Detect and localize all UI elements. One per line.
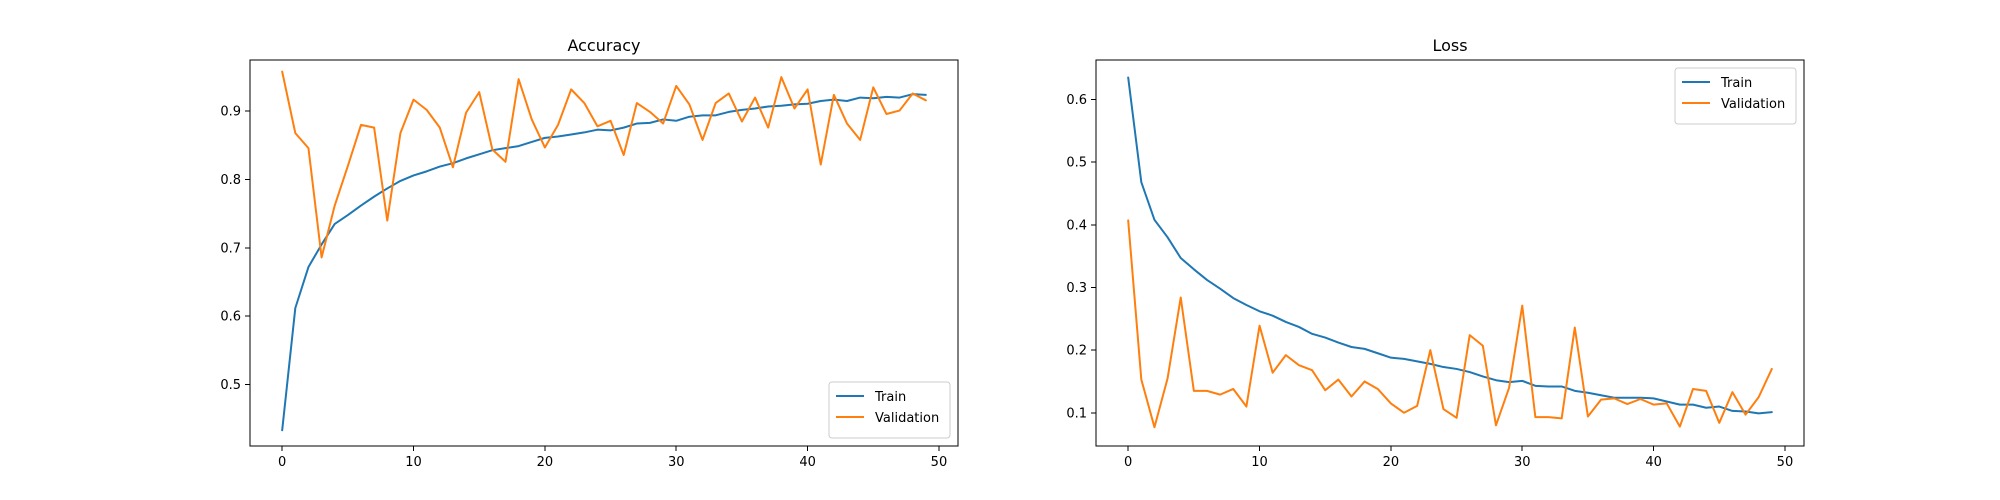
accuracy-y-tick-label: 0.8 — [220, 173, 241, 188]
loss-axes-frame — [1095, 59, 1805, 447]
accuracy-x-tick-label: 10 — [405, 455, 422, 470]
loss-legend: Train Validation — [1674, 67, 1797, 125]
accuracy-validation-line — [281, 70, 927, 259]
accuracy-legend: Train Validation — [828, 381, 951, 439]
loss-x-tick-label: 0 — [1124, 455, 1132, 470]
accuracy-legend-label-validation: Validation — [875, 411, 939, 426]
accuracy-train-line — [281, 93, 927, 432]
loss-validation-line — [1127, 219, 1773, 429]
accuracy-y-tick-label: 0.5 — [220, 378, 241, 393]
accuracy-y-axis: 0.5 0.6 0.7 0.8 0.9 — [220, 105, 250, 393]
loss-y-tick-label: 0.6 — [1066, 93, 1087, 108]
loss-y-axis: 0.1 0.2 0.3 0.4 0.5 0.6 — [1066, 93, 1096, 421]
loss-legend-label-train: Train — [1720, 76, 1752, 91]
accuracy-x-axis: 0 10 20 30 40 50 — [278, 446, 947, 470]
loss-x-tick-label: 20 — [1383, 455, 1400, 470]
loss-chart-title: Loss — [1432, 36, 1467, 55]
accuracy-legend-label-train: Train — [874, 390, 906, 405]
accuracy-x-tick-label: 20 — [537, 455, 554, 470]
loss-train-line — [1127, 76, 1773, 415]
loss-x-tick-label: 40 — [1645, 455, 1662, 470]
loss-x-axis: 0 10 20 30 40 50 — [1124, 446, 1793, 470]
accuracy-plot-area — [281, 70, 927, 432]
loss-plot-area — [1127, 76, 1773, 429]
loss-chart: 0 10 20 30 40 50 0.1 0.2 0.3 0.4 0.5 0.6 Loss Trai… — [1066, 36, 1805, 470]
loss-y-tick-label: 0.2 — [1066, 344, 1087, 359]
loss-y-tick-label: 0.3 — [1066, 281, 1087, 296]
loss-y-tick-label: 0.4 — [1066, 218, 1087, 233]
accuracy-axes-frame — [249, 59, 959, 447]
loss-y-tick-label: 0.5 — [1066, 156, 1087, 171]
accuracy-chart: 0 10 20 30 40 50 0.5 0.6 0.7 0.8 0.9 Accuracy Tra… — [220, 36, 959, 470]
loss-x-tick-label: 50 — [1777, 455, 1794, 470]
accuracy-y-tick-label: 0.7 — [220, 241, 241, 256]
loss-legend-label-validation: Validation — [1721, 97, 1785, 112]
loss-x-tick-label: 10 — [1251, 455, 1268, 470]
accuracy-y-tick-label: 0.6 — [220, 310, 241, 325]
accuracy-y-tick-label: 0.9 — [220, 105, 241, 120]
loss-y-tick-label: 0.1 — [1066, 406, 1087, 421]
accuracy-x-tick-label: 30 — [668, 455, 685, 470]
accuracy-x-tick-label: 40 — [799, 455, 816, 470]
accuracy-x-tick-label: 50 — [931, 455, 948, 470]
loss-x-tick-label: 30 — [1514, 455, 1531, 470]
accuracy-chart-title: Accuracy — [567, 36, 640, 55]
accuracy-x-tick-label: 0 — [278, 455, 286, 470]
